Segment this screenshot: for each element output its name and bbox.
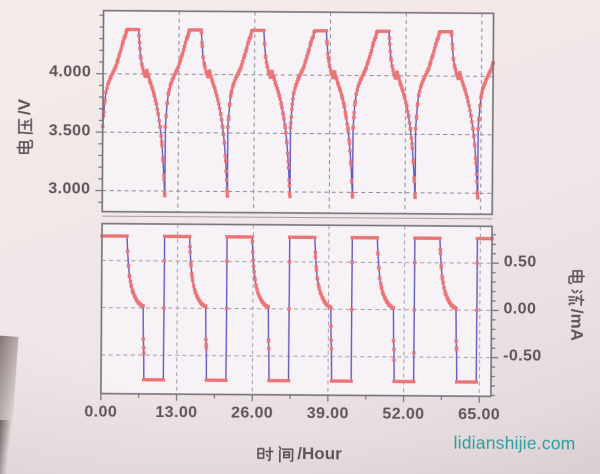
time-x-tick-label: 65.00 bbox=[458, 406, 501, 424]
cjk-glyph-电 bbox=[15, 139, 33, 155]
time-x-tick-label: 39.00 bbox=[306, 405, 349, 423]
current-y-tick-label: 0.00 bbox=[503, 300, 537, 318]
watermark-url: lidianshijie.com bbox=[453, 432, 576, 454]
cjk-glyph-流 bbox=[568, 289, 585, 307]
voltage-axis-title: /V bbox=[15, 99, 35, 157]
voltage-chart bbox=[95, 9, 495, 216]
current-chart bbox=[100, 222, 499, 403]
time-x-tick-label: 0.00 bbox=[84, 403, 118, 421]
time-x-tick-label: 52.00 bbox=[382, 405, 425, 423]
current-y-tick-label: -0.50 bbox=[503, 347, 542, 365]
cjk-glyph-时 bbox=[257, 446, 274, 461]
axis-title-latin-text: /mA bbox=[567, 308, 587, 342]
time-x-tick-label: 13.00 bbox=[155, 403, 198, 422]
cjk-glyph-电 bbox=[568, 269, 586, 285]
voltage-y-tick-label: 3.500 bbox=[48, 121, 91, 140]
time-x-tick-label: 26.00 bbox=[231, 404, 274, 422]
cjk-glyph-压 bbox=[17, 118, 33, 135]
axis-title-latin-text: /Hour bbox=[297, 443, 342, 464]
axis-title-latin-text: /V bbox=[14, 98, 34, 116]
current-y-tick-label: 0.50 bbox=[503, 253, 537, 271]
cjk-glyph-间 bbox=[278, 445, 294, 463]
voltage-y-tick-label: 3.000 bbox=[48, 180, 91, 198]
time-axis-title: /Hour bbox=[255, 444, 342, 465]
tick-labels-layer: 4.000 3.500 3.000 0.50 0.00 -0.50 0.00 13.00 26.… bbox=[2, 0, 600, 423]
current-axis-title: /mA bbox=[566, 267, 587, 341]
voltage-y-tick-label: 4.000 bbox=[49, 63, 92, 81]
